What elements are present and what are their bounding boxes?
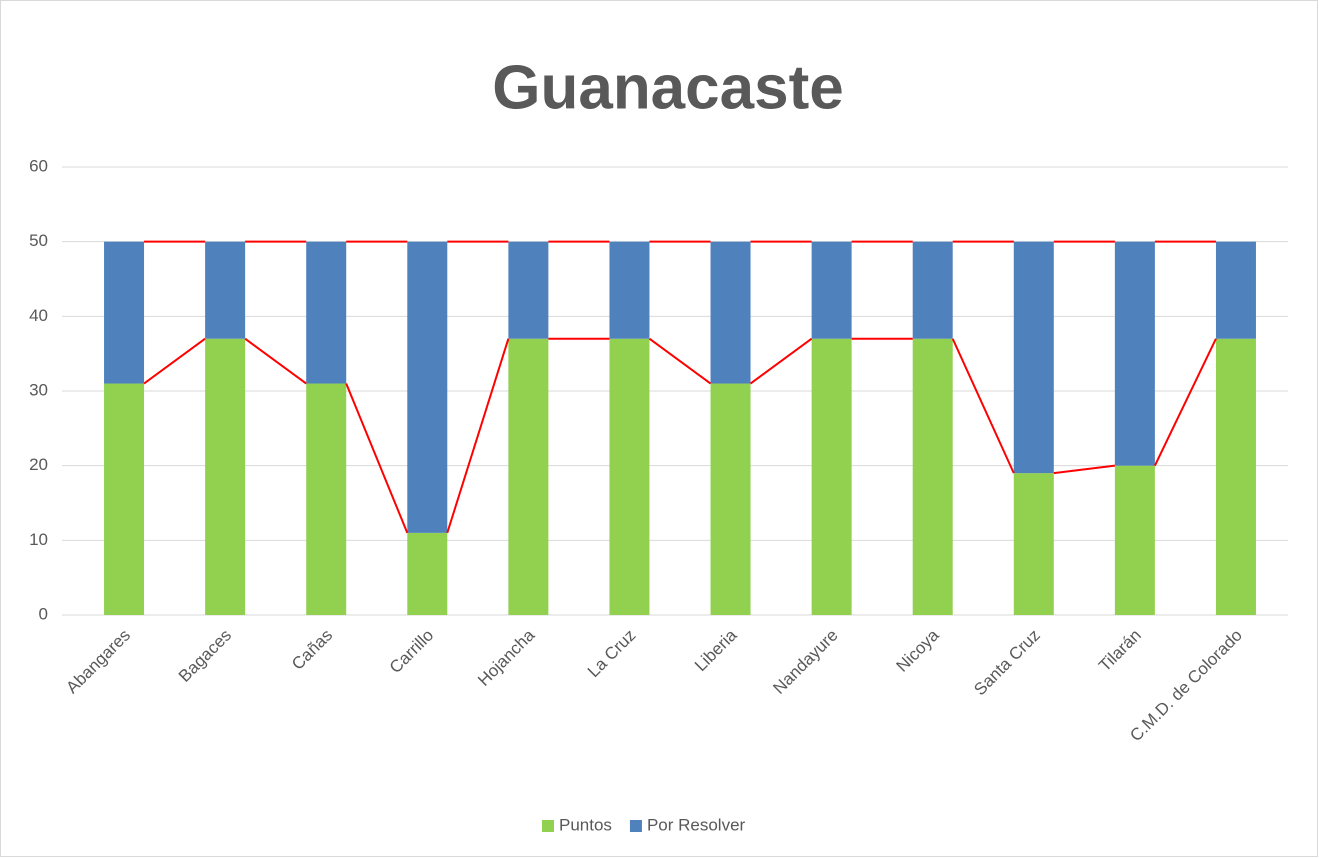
bar-segment [710, 383, 751, 615]
bar-segment [811, 338, 852, 615]
bar-segment [407, 532, 448, 615]
series-line [749, 337, 813, 385]
bar-segment [205, 241, 246, 339]
legend-swatch [629, 820, 642, 832]
series-line [1053, 464, 1115, 475]
series-line [446, 338, 510, 534]
series-line [648, 337, 712, 385]
bar-segment [104, 383, 145, 615]
bar-segment [912, 241, 953, 339]
bar-segment [104, 241, 145, 384]
y-tick-label: 50 [29, 231, 48, 250]
series-line [345, 383, 409, 534]
y-tick-label: 20 [29, 455, 48, 474]
legend-swatch [542, 820, 554, 832]
bar-segment [1013, 473, 1054, 615]
bar-segment [1215, 241, 1256, 339]
y-tick-label: 60 [29, 156, 48, 175]
chart-title: Guanacaste [492, 53, 844, 122]
series-line [244, 337, 307, 385]
bar-segment [407, 241, 448, 533]
bar-segment [710, 241, 751, 384]
bar-segment [205, 338, 246, 615]
bar-segment [609, 241, 650, 339]
bar-segment [1114, 465, 1155, 615]
series-line [1153, 338, 1217, 467]
bar-segment [912, 338, 953, 615]
legend-label: Por Resolver [647, 815, 746, 834]
bar-segment [508, 241, 549, 339]
bar-segment [811, 241, 852, 339]
y-tick-label: 10 [29, 530, 48, 549]
bar-segment [609, 338, 650, 615]
y-tick-label: 0 [39, 604, 48, 623]
series-line [143, 337, 206, 385]
bar-segment [306, 241, 347, 384]
bar-segment [1013, 241, 1054, 474]
bar-segment [1114, 241, 1155, 466]
bar-segment [306, 383, 347, 615]
legend-label: Puntos [559, 815, 612, 834]
series-line [951, 338, 1015, 474]
y-tick-label: 40 [29, 306, 48, 325]
y-tick-label: 30 [29, 380, 48, 399]
bar-segment [508, 338, 549, 615]
bar-segment [1215, 338, 1256, 615]
